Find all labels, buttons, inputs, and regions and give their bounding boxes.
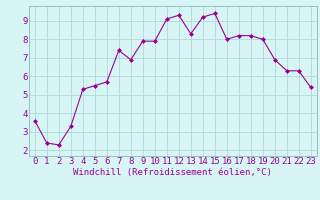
X-axis label: Windchill (Refroidissement éolien,°C): Windchill (Refroidissement éolien,°C)	[73, 168, 272, 177]
